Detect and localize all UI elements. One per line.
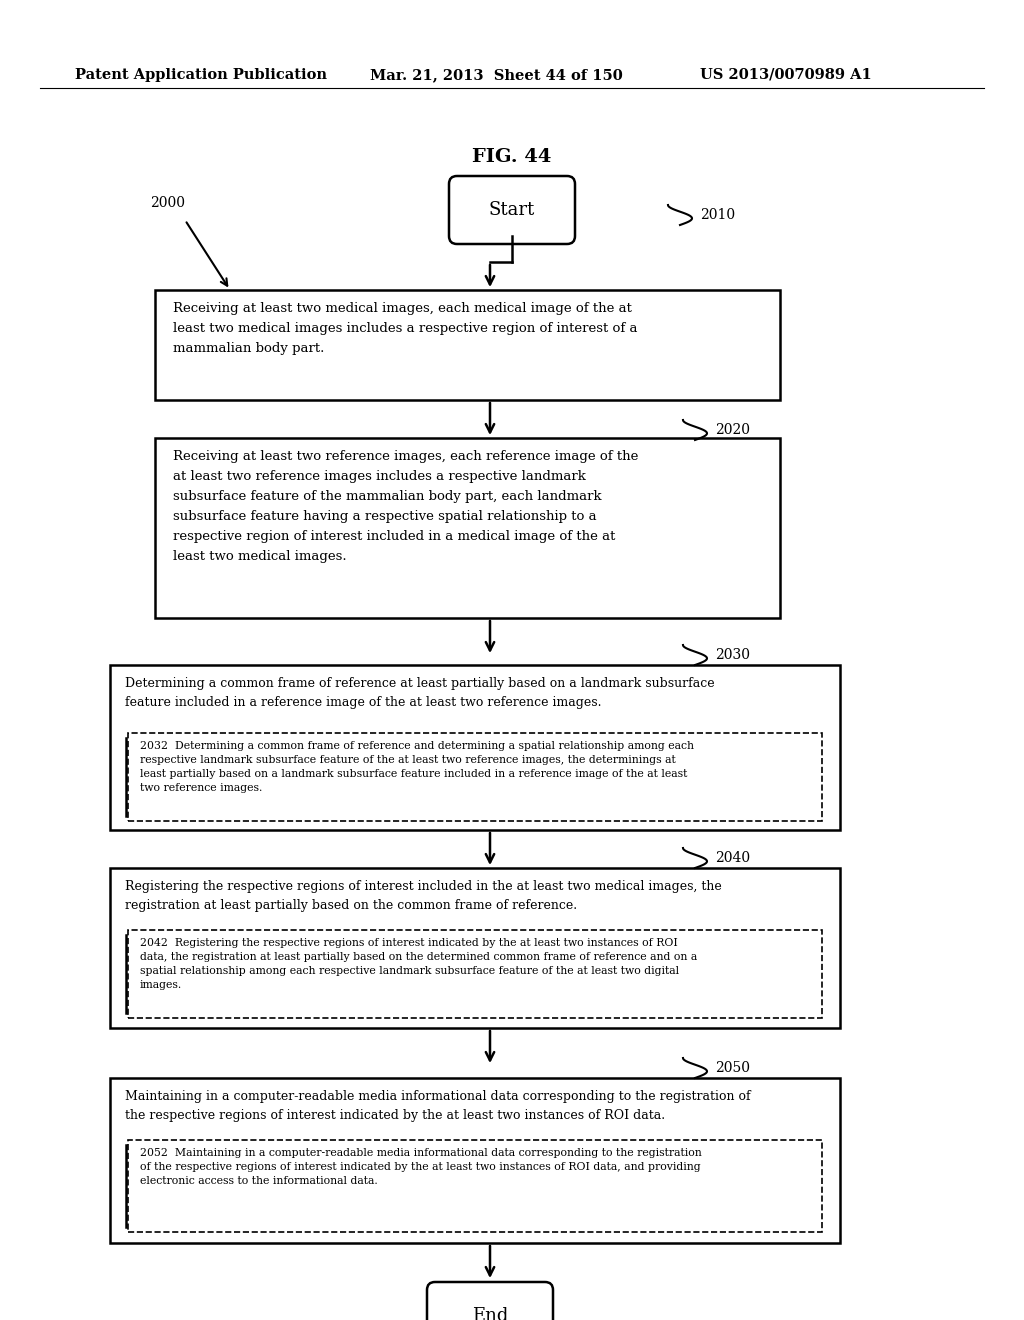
Text: 2050: 2050 (715, 1061, 750, 1074)
Text: Maintaining in a computer-readable media informational data corresponding to the: Maintaining in a computer-readable media… (125, 1090, 751, 1122)
Bar (110, 1078, 840, 1243)
Text: FIG. 44: FIG. 44 (472, 148, 552, 166)
FancyBboxPatch shape (427, 1282, 553, 1320)
Text: 2042  Registering the respective regions of interest indicated by the at least t: 2042 Registering the respective regions … (140, 939, 697, 990)
Text: Receiving at least two reference images, each reference image of the
at least tw: Receiving at least two reference images,… (173, 450, 638, 564)
Bar (110, 869, 840, 1028)
Text: 2030: 2030 (715, 648, 750, 663)
Text: 2040: 2040 (715, 851, 751, 865)
Text: 2000: 2000 (150, 195, 185, 210)
Text: End: End (472, 1307, 508, 1320)
Text: US 2013/0070989 A1: US 2013/0070989 A1 (700, 69, 871, 82)
Bar (110, 665, 840, 830)
Text: 2010: 2010 (700, 209, 735, 222)
Text: Mar. 21, 2013  Sheet 44 of 150: Mar. 21, 2013 Sheet 44 of 150 (370, 69, 623, 82)
Bar (155, 290, 780, 400)
Bar (128, 1140, 822, 1232)
Bar (155, 438, 780, 618)
Text: Patent Application Publication: Patent Application Publication (75, 69, 327, 82)
Text: 2032  Determining a common frame of reference and determining a spatial relation: 2032 Determining a common frame of refer… (140, 741, 694, 793)
Bar (128, 733, 822, 821)
Text: Start: Start (488, 201, 536, 219)
Text: Determining a common frame of reference at least partially based on a landmark s: Determining a common frame of reference … (125, 677, 715, 709)
Text: Registering the respective regions of interest included in the at least two medi: Registering the respective regions of in… (125, 880, 722, 912)
Text: 2052  Maintaining in a computer-readable media informational data corresponding : 2052 Maintaining in a computer-readable … (140, 1148, 701, 1185)
Text: 2020: 2020 (715, 422, 750, 437)
Bar (128, 931, 822, 1018)
FancyBboxPatch shape (449, 176, 575, 244)
Text: Receiving at least two medical images, each medical image of the at
least two me: Receiving at least two medical images, e… (173, 302, 638, 355)
